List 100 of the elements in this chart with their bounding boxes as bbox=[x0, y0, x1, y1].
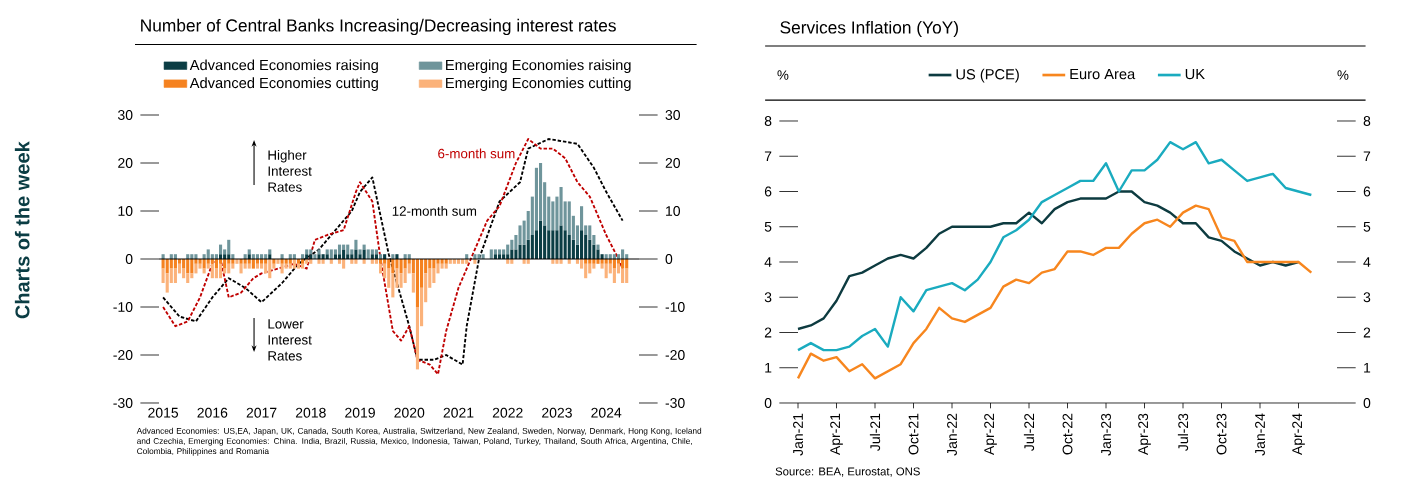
bar bbox=[165, 273, 169, 293]
bar bbox=[493, 249, 497, 255]
bar bbox=[559, 225, 563, 260]
y-tick-label: 6 bbox=[764, 186, 772, 197]
x-tick-label: Jul-22 bbox=[1023, 413, 1035, 451]
bar bbox=[415, 259, 420, 307]
legend-label: Advanced Economies raising bbox=[189, 59, 378, 74]
bar bbox=[584, 263, 588, 279]
bar bbox=[264, 263, 268, 274]
x-tick-label: 2017 bbox=[246, 407, 277, 418]
x-tick-label: Apr-23 bbox=[1138, 413, 1151, 456]
bar bbox=[428, 259, 432, 269]
bar bbox=[358, 249, 362, 255]
bar bbox=[378, 263, 383, 274]
bar bbox=[518, 225, 522, 245]
y-tick-label: 8 bbox=[764, 116, 772, 126]
bar bbox=[182, 259, 186, 269]
bar bbox=[260, 263, 264, 269]
bar bbox=[391, 273, 395, 298]
bar bbox=[551, 230, 555, 260]
x-tick-label: Apr-22 bbox=[984, 413, 997, 456]
bar bbox=[214, 268, 218, 279]
x-tick-label: Jan-24 bbox=[1255, 413, 1265, 456]
y-tick-label: -20 bbox=[113, 350, 133, 360]
y2-tick-label: -20 bbox=[665, 350, 685, 360]
bar bbox=[223, 259, 227, 269]
x-tick-label: 2023 bbox=[542, 407, 572, 418]
bar bbox=[518, 244, 522, 260]
bar bbox=[342, 259, 346, 269]
y-tick-label: 20 bbox=[118, 158, 133, 168]
annotation: 6-month sum bbox=[438, 148, 515, 159]
bar bbox=[194, 263, 198, 274]
bar bbox=[559, 259, 563, 264]
bar bbox=[284, 263, 288, 269]
bar bbox=[571, 239, 575, 260]
bar bbox=[239, 263, 243, 274]
bar bbox=[432, 259, 436, 269]
bar bbox=[555, 259, 559, 264]
bar bbox=[169, 259, 173, 269]
bar bbox=[592, 263, 596, 269]
y-tick-label: 0 bbox=[125, 254, 133, 264]
y2-tick-label: 20 bbox=[665, 158, 681, 168]
bar bbox=[543, 225, 547, 260]
bar bbox=[288, 263, 292, 269]
annotation: Lower Interest Rates bbox=[268, 319, 312, 361]
bar bbox=[218, 263, 223, 279]
text: Charts of the week bbox=[14, 141, 30, 319]
x-tick-label: 2021 bbox=[443, 407, 474, 418]
bar bbox=[625, 268, 629, 283]
annotation: Higher Interest Rates bbox=[268, 149, 312, 192]
bar bbox=[497, 249, 502, 255]
bar bbox=[243, 263, 247, 269]
y-tick-label: 10 bbox=[118, 206, 133, 216]
bar bbox=[621, 268, 625, 283]
bar bbox=[292, 259, 296, 269]
bar bbox=[538, 220, 543, 260]
bar bbox=[604, 263, 608, 279]
bar bbox=[337, 244, 342, 255]
y2-tick-label: 1 bbox=[1364, 362, 1371, 373]
bar bbox=[182, 268, 186, 279]
bar bbox=[227, 239, 231, 255]
y-tick-label: -10 bbox=[113, 302, 133, 312]
x-tick-label: Jan-23 bbox=[1101, 413, 1111, 456]
bar bbox=[202, 259, 206, 269]
bar bbox=[621, 259, 625, 269]
y2-axis-title: % bbox=[1337, 70, 1349, 80]
bar bbox=[580, 230, 584, 260]
bar bbox=[354, 239, 358, 250]
x-tick-label: 2022 bbox=[492, 407, 523, 418]
bar bbox=[301, 263, 305, 269]
y-tick-label: 30 bbox=[117, 110, 133, 120]
bar bbox=[399, 273, 403, 288]
bar bbox=[214, 259, 218, 269]
legend-label: Emerging Economies cutting bbox=[446, 77, 631, 92]
x-tick-label: 2020 bbox=[394, 407, 425, 418]
bar bbox=[444, 263, 448, 269]
x-tick-label: 2018 bbox=[295, 407, 326, 418]
y-tick-label: 2 bbox=[764, 327, 772, 338]
bar bbox=[612, 268, 616, 283]
bar bbox=[251, 259, 255, 269]
bar bbox=[218, 244, 223, 255]
bar bbox=[210, 263, 214, 279]
line-series bbox=[796, 140, 1313, 352]
bar bbox=[346, 244, 350, 255]
bar bbox=[395, 254, 399, 260]
y2-tick-label: 3 bbox=[1363, 292, 1371, 303]
x-tick-label: 2019 bbox=[345, 407, 375, 418]
x-tick-label: Jul-23 bbox=[1177, 413, 1189, 451]
bar bbox=[305, 249, 309, 255]
y-tick-label: 0 bbox=[764, 398, 772, 408]
x-tick-label: Apr-24 bbox=[1292, 413, 1305, 456]
bar bbox=[342, 249, 346, 260]
legend-label: Emerging Economies raising bbox=[446, 59, 631, 74]
bar bbox=[186, 273, 190, 283]
x-tick-label: Oct-23 bbox=[1216, 413, 1227, 455]
bar bbox=[362, 249, 366, 260]
bar bbox=[387, 259, 391, 269]
annotation: 12-month sum bbox=[392, 206, 477, 216]
bar bbox=[350, 249, 354, 255]
bar bbox=[235, 259, 239, 264]
